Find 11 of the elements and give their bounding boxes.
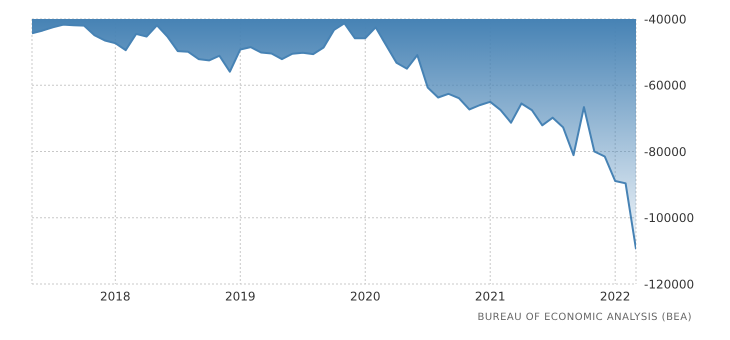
text: BUREAU OF ECONOMIC ANALYSIS (BEA): [476, 312, 693, 323]
x-tick-label: 2020: [350, 290, 381, 304]
y-tick-label: -80000: [644, 144, 687, 159]
y-tick-label: -40000: [644, 12, 687, 26]
y-tick-label: -100000: [644, 211, 694, 226]
x-tick-label: 2018: [100, 290, 131, 304]
x-tick-label: 2021: [474, 290, 506, 304]
x-tick-label: 2022: [600, 290, 630, 304]
x-tick-label: 2019: [225, 290, 256, 304]
y-tick-label: -120000: [644, 277, 694, 292]
y-tick-label: -60000: [644, 78, 687, 93]
